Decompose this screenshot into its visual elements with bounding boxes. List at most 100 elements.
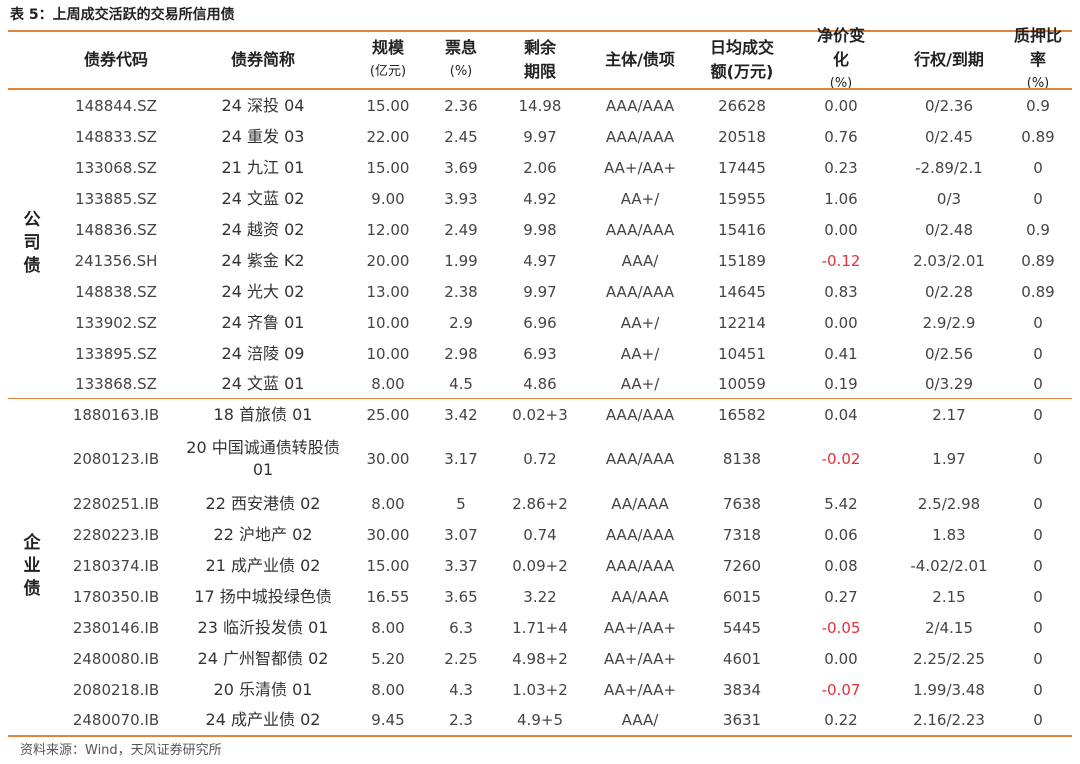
cell-pledge: 0	[1033, 649, 1043, 668]
cell-exercise: 2.25/2.25	[913, 649, 985, 668]
cell-term: 1.71+4	[512, 618, 568, 637]
cell-pledge: 0.9	[1026, 96, 1050, 115]
cell-exercise: 2.03/2.01	[913, 251, 985, 270]
table-title: 表 5：上周成交活跃的交易所信用债	[10, 7, 235, 23]
cell-term: 4.97	[523, 251, 557, 270]
cell-coupon: 3.65	[444, 587, 478, 606]
cell-code: 2080123.IB	[72, 450, 160, 468]
cell-code: 2480070.IB	[72, 711, 160, 729]
cell-volume: 3834	[722, 680, 762, 699]
cell-change: -0.07	[821, 680, 861, 699]
cell-exercise: 1.97	[932, 450, 966, 468]
cell-name: 24 深投 04	[221, 95, 305, 115]
table-row: 2080218.IB 20 乐清债 01 8.00 4.3 1.03+2 AA+/AA+ 3…	[8, 674, 1072, 705]
cell-coupon: 2.36	[444, 96, 478, 115]
group-label: 企业债	[19, 533, 40, 602]
header-price-change-unit: (%)	[829, 76, 853, 91]
cell-change: 0.83	[824, 282, 858, 301]
cell-coupon: 3.07	[444, 525, 478, 544]
cell-exercise: 2.15	[932, 587, 966, 606]
cell-volume: 7260	[722, 556, 762, 575]
cell-code: 148844.SZ	[75, 96, 157, 115]
cell-rating: AA+/AA+	[603, 158, 677, 177]
cell-term: 0.09+2	[512, 556, 568, 575]
cell-change: -0.12	[821, 251, 861, 270]
cell-exercise: 0/2.48	[925, 220, 973, 239]
header-size: 规模 (亿元)	[350, 32, 426, 88]
cell-pledge: 0.89	[1021, 282, 1055, 301]
cell-size: 20.00	[366, 251, 410, 270]
cell-exercise: 1.99/3.48	[913, 680, 985, 699]
cell-term: 9.98	[523, 220, 557, 239]
table-row: 1880163.IB 18 首旅债 01 25.00 3.42 0.02+3 AAA/AA…	[8, 400, 1072, 430]
cell-volume: 15189	[718, 251, 766, 270]
cell-size: 8.00	[371, 494, 405, 513]
cell-coupon: 3.93	[444, 189, 478, 208]
header-rule	[8, 88, 1072, 90]
cell-code: 241356.SH	[74, 251, 158, 270]
cell-name: 24 齐鲁 01	[221, 312, 305, 332]
cell-code: 2480080.IB	[72, 649, 160, 668]
table-row: 133902.SZ 24 齐鲁 01 10.00 2.9 6.96 AA+/ 12214 0.…	[8, 307, 1072, 338]
cell-change: 0.41	[824, 344, 858, 363]
cell-rating: AA/AAA	[611, 587, 669, 606]
cell-term: 14.98	[518, 96, 562, 115]
table-row: 2480080.IB 24 广州智都债 02 5.20 2.25 4.98+2 AA+/A…	[8, 643, 1072, 674]
cell-rating: AA+/	[620, 344, 660, 363]
cell-change: 0.23	[824, 158, 858, 177]
cell-change: 0.06	[824, 525, 858, 544]
cell-coupon: 3.17	[444, 450, 478, 468]
cell-change: 0.76	[824, 127, 858, 146]
cell-change: 0.00	[824, 649, 858, 668]
cell-name: 24 越资 02	[221, 219, 305, 239]
top-rule	[8, 30, 1072, 32]
cell-volume: 16582	[718, 406, 766, 424]
header-volume: 日均成交 额(万元)	[709, 38, 774, 81]
table-row: 148833.SZ 24 重发 03 22.00 2.45 9.97 AAA/AAA 205…	[8, 121, 1072, 152]
cell-pledge: 0	[1033, 587, 1043, 606]
cell-name: 24 广州智都债 02	[197, 648, 329, 668]
header-coupon-label: 票息	[444, 38, 477, 57]
cell-rating: AA+/AA+	[603, 618, 677, 637]
cell-term: 2.86+2	[512, 494, 568, 513]
cell-code: 2080218.IB	[72, 680, 160, 699]
cell-size: 8.00	[371, 375, 405, 393]
cell-code: 2280251.IB	[72, 494, 160, 513]
cell-rating: AAA/AAA	[605, 96, 675, 115]
header-exercise: 行权/到期	[914, 50, 984, 69]
cell-coupon: 3.37	[444, 556, 478, 575]
cell-volume: 14645	[718, 282, 766, 301]
cell-coupon: 2.25	[444, 649, 478, 668]
cell-name: 21 九江 01	[221, 157, 305, 177]
cell-volume: 17445	[718, 158, 766, 177]
cell-pledge: 0	[1033, 189, 1043, 208]
cell-code: 2380146.IB	[72, 618, 160, 637]
cell-rating: AAA/AAA	[605, 220, 675, 239]
cell-volume: 10059	[718, 375, 766, 393]
cell-exercise: -2.89/2.1	[915, 158, 983, 177]
table-row: 133895.SZ 24 涪陵 09 10.00 2.98 6.93 AA+/ 10451 0…	[8, 338, 1072, 369]
header-code: 债券代码	[83, 50, 148, 69]
cell-rating: AA/AAA	[611, 494, 669, 513]
cell-coupon: 6.3	[449, 618, 473, 637]
cell-exercise: 0/2.36	[925, 96, 973, 115]
cell-name: 22 西安港债 02	[205, 493, 321, 513]
cell-term: 9.97	[523, 282, 557, 301]
cell-size: 13.00	[366, 282, 410, 301]
cell-exercise: 2.5/2.98	[917, 494, 981, 513]
cell-size: 12.00	[366, 220, 410, 239]
cell-code: 1880163.IB	[72, 406, 160, 424]
cell-term: 1.03+2	[512, 680, 568, 699]
cell-rating: AAA/AAA	[605, 282, 675, 301]
bottom-rule	[8, 735, 1072, 737]
cell-exercise: 2/4.15	[925, 618, 973, 637]
cell-code: 133868.SZ	[75, 375, 157, 393]
cell-volume: 3631	[722, 711, 762, 729]
cell-volume: 10451	[718, 344, 766, 363]
cell-code: 148836.SZ	[75, 220, 157, 239]
cell-rating: AA+/	[620, 313, 660, 332]
cell-size: 30.00	[366, 525, 410, 544]
cell-pledge: 0	[1033, 711, 1043, 729]
cell-volume: 26628	[718, 96, 766, 115]
cell-term: 0.74	[523, 525, 557, 544]
